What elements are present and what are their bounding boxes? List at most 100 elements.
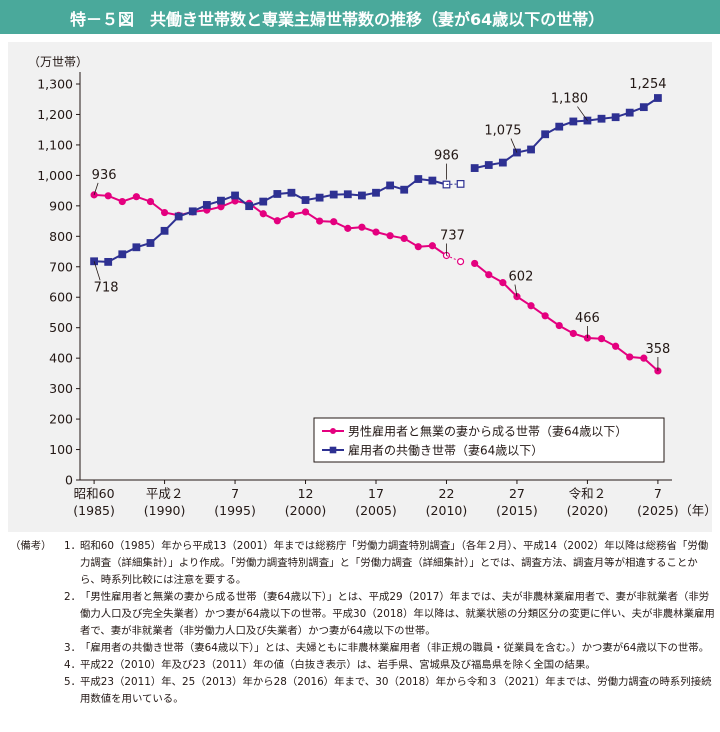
data-point — [217, 196, 225, 205]
data-point — [273, 217, 281, 225]
chart-area: 0 100 200 300 400 500 600 700 800 900 1,000 1,100 1,… — [8, 42, 717, 532]
data-point — [611, 113, 620, 122]
data-point — [471, 259, 479, 268]
data-point — [160, 208, 169, 217]
data-label: 602 — [509, 270, 534, 285]
data-point — [640, 354, 648, 362]
legend-label: 雇用者の共働き世帯（妻64歳以下） — [348, 443, 543, 458]
y-tick-label: 1,300 — [37, 77, 73, 92]
data-point — [358, 191, 366, 200]
data-label: 1,254 — [629, 77, 666, 92]
data-point — [555, 122, 564, 131]
x-tick-label-western: (2005) — [355, 503, 397, 518]
data-label: 358 — [645, 342, 670, 357]
note-text: 「雇用者の共働き世帯（妻64歳以下）」とは、夫婦ともに非農林業雇用者（非正規の職… — [80, 642, 710, 654]
data-label: 718 — [94, 280, 119, 295]
y-tick-label: 300 — [49, 381, 73, 396]
data-label: 936 — [92, 168, 117, 183]
x-tick-label: 平成２ — [146, 486, 184, 501]
data-point — [569, 117, 578, 126]
y-tick-label: 900 — [49, 198, 73, 213]
data-point — [386, 181, 394, 190]
data-point — [499, 279, 507, 287]
series-dual-income: 718 986 1,075 1,180 1,254 — [90, 77, 667, 295]
data-point — [118, 197, 126, 206]
note-number: 1． — [64, 540, 82, 552]
data-point — [146, 239, 155, 247]
y-tick-label: 500 — [49, 320, 73, 335]
x-tick-label: 令和２ — [569, 486, 607, 501]
data-point — [442, 180, 451, 189]
data-point — [146, 197, 155, 206]
note-number: 4． — [64, 659, 82, 671]
data-point — [245, 202, 254, 211]
note-number: 3． — [64, 642, 82, 654]
series-line — [94, 177, 447, 263]
data-point — [569, 329, 577, 338]
legend-entry: 男性雇用者と無業の妻から成る世帯（妻64歳以下） — [322, 424, 627, 439]
data-point — [400, 234, 408, 243]
data-point — [202, 201, 211, 209]
figure-title: 特－５図 共働き世帯数と専業主婦世帯数の推移（妻が64歳以下の世帯） — [70, 6, 604, 30]
data-point — [541, 312, 549, 320]
series-single-income: 936 737 602 466 358 — [90, 168, 670, 375]
legend-label: 男性雇用者と無業の妻から成る世帯（妻64歳以下） — [348, 424, 627, 439]
data-point — [626, 353, 634, 361]
data-point — [118, 250, 127, 259]
data-point — [386, 232, 394, 240]
data-point — [273, 190, 282, 198]
legend-entry: 雇用者の共働き世帯（妻64歳以下） — [322, 443, 543, 458]
x-tick-label: 27 — [509, 486, 525, 501]
data-point — [456, 257, 465, 266]
label-leader — [93, 261, 101, 281]
axes: 0 100 200 300 400 500 600 700 800 900 1,000 1,100 1,… — [28, 55, 717, 518]
data-point — [343, 190, 352, 199]
data-point — [639, 103, 648, 112]
label-leader — [510, 138, 518, 153]
data-point — [330, 218, 338, 226]
legend-marker — [329, 446, 337, 454]
x-tick-label-western: (2010) — [426, 503, 468, 518]
data-point — [217, 203, 225, 211]
data-point — [513, 148, 521, 157]
data-point — [358, 223, 366, 231]
data-point — [470, 164, 479, 172]
data-label: 737 — [440, 228, 465, 243]
x-tick-label-western: (1995) — [214, 503, 256, 518]
note-text: 平成22（2010）年及び23（2011）年の値（白抜き表示）は、岩手県、宮城県… — [80, 659, 596, 671]
note-text: 昭和60（1985）年から平成13（2001）年までは総務庁「労働力調査特別調査… — [80, 540, 709, 586]
y-axis-title: （万世帯） — [28, 55, 88, 69]
x-tick-label: 7 — [654, 486, 662, 501]
data-point — [104, 257, 113, 266]
y-tick-label: 600 — [49, 290, 73, 305]
notes: （備考） 1． 昭和60（1985）年から平成13（2001）年までは総務庁「労… — [10, 538, 715, 708]
data-point — [541, 130, 550, 139]
x-tick-label-western: (2025) — [637, 503, 679, 518]
data-label: 1,075 — [484, 124, 521, 139]
data-point — [414, 175, 423, 183]
data-point — [485, 271, 493, 279]
data-label: 466 — [575, 311, 600, 326]
x-tick-label: 7 — [231, 486, 239, 501]
data-point — [428, 242, 436, 250]
figure-number: 特－５図 — [70, 10, 135, 29]
x-tick-label-western: (1990) — [144, 503, 186, 518]
data-point — [301, 196, 310, 204]
data-point — [104, 192, 112, 200]
figure-title-text: 共働き世帯数と専業主婦世帯数の推移（妻が64歳以下の世帯） — [150, 10, 605, 29]
note-row-1: （備考） 1． 昭和60（1985）年から平成13（2001）年までは総務庁「労… — [10, 538, 715, 589]
data-point — [231, 191, 239, 200]
y-tick-label: 800 — [49, 229, 73, 244]
legend-marker — [330, 428, 336, 434]
note-row-4: 4． 平成22（2010）年及び23（2011）年の値（白抜き表示）は、岩手県、… — [10, 657, 715, 674]
data-point — [597, 114, 606, 123]
data-point — [456, 180, 465, 188]
x-tick-label: 17 — [368, 486, 384, 501]
data-point — [188, 207, 197, 216]
x-tick-label-western: (2000) — [285, 503, 327, 518]
data-point — [498, 158, 507, 167]
x-tick-label: 22 — [439, 486, 455, 501]
data-point — [344, 224, 352, 232]
note-row-5: 5． 平成23（2011）年、25（2013）年から28（2016）年まで、30… — [10, 674, 715, 708]
data-point — [527, 145, 535, 154]
